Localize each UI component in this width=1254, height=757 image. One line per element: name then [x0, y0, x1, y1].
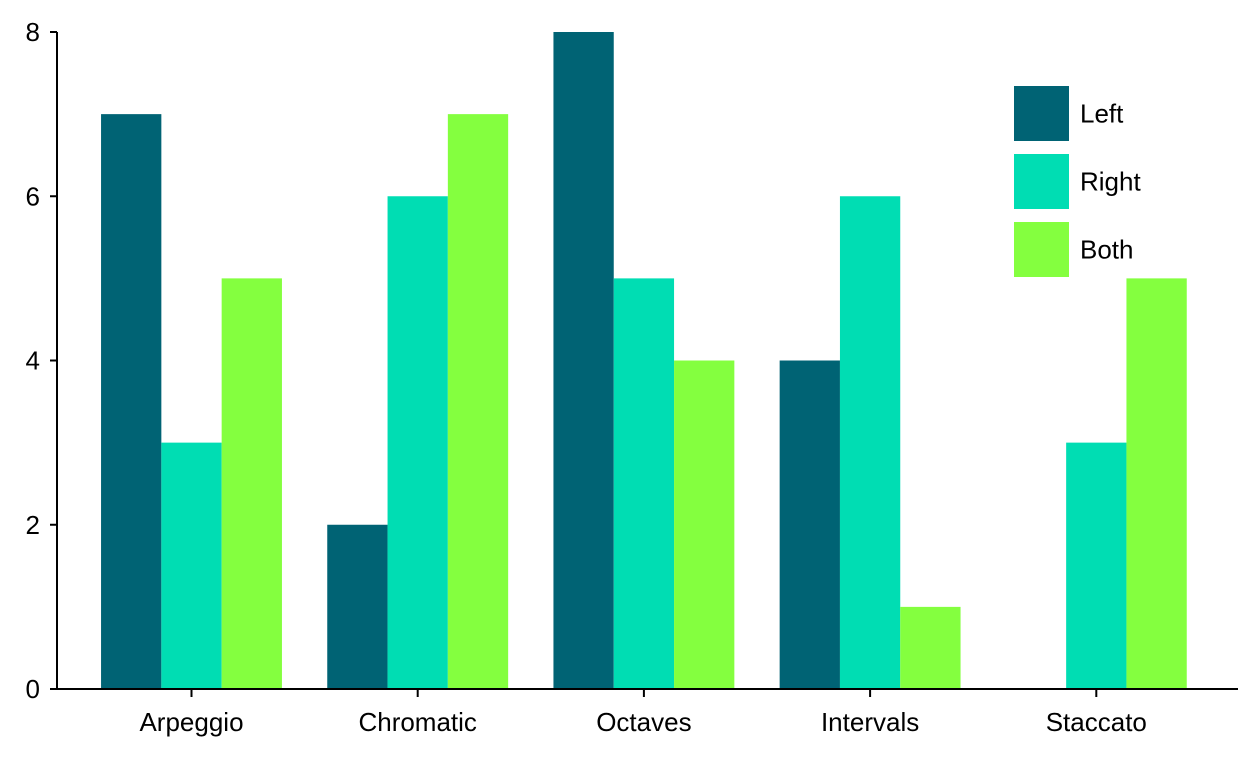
bar-chromatic-right [387, 196, 448, 689]
y-tick-label: 0 [26, 674, 40, 704]
y-tick-label: 2 [26, 510, 40, 540]
y-tick-label: 4 [26, 346, 40, 376]
y-tick-label: 6 [26, 181, 40, 211]
legend-swatch-both [1014, 222, 1069, 277]
bar-chromatic-left [327, 524, 388, 689]
legend-label-right: Right [1080, 167, 1141, 197]
x-tick-label-intervals: Intervals [821, 707, 919, 737]
x-tick-label-octaves: Octaves [596, 707, 691, 737]
x-tick-label-chromatic: Chromatic [358, 707, 476, 737]
x-tick-label-arpeggio: Arpeggio [139, 707, 243, 737]
legend-label-left: Left [1080, 99, 1124, 129]
x-axis-ticks: Arpeggio Chromatic Octaves Intervals Staccat… [139, 689, 1147, 737]
legend: Left Right Both [1014, 86, 1141, 277]
legend-label-both: Both [1080, 235, 1134, 265]
bar-staccato-both [1126, 278, 1187, 690]
bar-octaves-right [613, 278, 675, 690]
bar-arpeggio-both [221, 278, 282, 690]
legend-swatch-right [1014, 154, 1069, 209]
x-tick-label-staccato: Staccato [1046, 707, 1147, 737]
bar-staccato-right [1066, 442, 1127, 690]
bar-arpeggio-left [101, 114, 162, 690]
y-tick-label: 8 [26, 17, 40, 47]
y-axis-ticks: 0 2 4 6 8 [26, 17, 57, 704]
legend-swatch-left [1014, 86, 1069, 141]
bar-chromatic-both [447, 114, 509, 690]
bar-octaves-both [674, 360, 735, 689]
bars-group [101, 32, 1187, 690]
bar-intervals-right [839, 196, 901, 689]
bar-intervals-left [779, 360, 840, 689]
bar-arpeggio-right [161, 442, 222, 690]
bar-intervals-both [900, 606, 961, 690]
bar-octaves-left [553, 32, 614, 689]
